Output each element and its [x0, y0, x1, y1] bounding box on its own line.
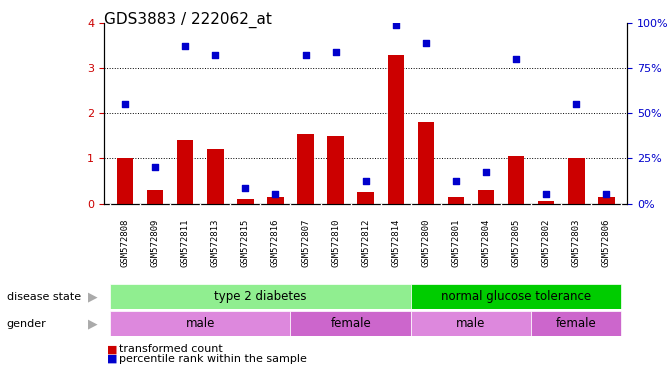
Text: GSM572803: GSM572803 [572, 219, 580, 267]
Bar [207, 149, 223, 204]
Text: GSM572808: GSM572808 [121, 219, 130, 267]
Point [571, 101, 582, 108]
Point [511, 56, 521, 62]
Bar [358, 192, 374, 204]
Text: male: male [186, 317, 215, 330]
Bar [110, 284, 411, 309]
Text: GSM572805: GSM572805 [511, 219, 521, 267]
Text: GSM572801: GSM572801 [452, 219, 460, 267]
Text: disease state: disease state [7, 291, 81, 302]
Point [240, 185, 251, 191]
Bar [411, 284, 621, 309]
Point [541, 192, 552, 198]
Text: ▶: ▶ [88, 290, 97, 303]
Bar [448, 197, 464, 204]
Text: transformed count: transformed count [119, 344, 223, 354]
Bar [478, 190, 495, 204]
Text: ▶: ▶ [88, 317, 97, 330]
Text: GSM572813: GSM572813 [211, 219, 220, 267]
Text: GSM572802: GSM572802 [541, 219, 551, 267]
Point [480, 169, 491, 175]
Bar [110, 311, 291, 336]
Point [119, 101, 130, 108]
Point [180, 43, 191, 49]
Bar [177, 141, 193, 204]
Bar [388, 55, 404, 204]
Bar [568, 159, 584, 204]
Bar [117, 159, 134, 204]
Point [210, 51, 221, 58]
Bar [327, 136, 344, 204]
Point [150, 164, 160, 170]
Bar [297, 134, 314, 204]
Text: GSM572816: GSM572816 [271, 219, 280, 267]
Point [601, 192, 612, 198]
Text: female: female [330, 317, 371, 330]
Text: GSM572810: GSM572810 [331, 219, 340, 267]
Text: GSM572815: GSM572815 [241, 219, 250, 267]
Bar [291, 311, 411, 336]
Text: GSM572811: GSM572811 [180, 219, 190, 267]
Bar [598, 197, 615, 204]
Text: ■: ■ [107, 354, 118, 364]
Point [330, 49, 341, 55]
Bar [508, 156, 524, 204]
Bar [267, 197, 284, 204]
Text: GDS3883 / 222062_at: GDS3883 / 222062_at [104, 12, 272, 28]
Bar [411, 311, 531, 336]
Text: GSM572806: GSM572806 [602, 219, 611, 267]
Bar [531, 311, 621, 336]
Text: GSM572804: GSM572804 [482, 219, 491, 267]
Text: GSM572809: GSM572809 [151, 219, 160, 267]
Point [270, 192, 281, 198]
Point [360, 178, 371, 184]
Bar [538, 201, 554, 204]
Text: gender: gender [7, 318, 46, 329]
Bar [237, 199, 254, 204]
Point [300, 51, 311, 58]
Text: GSM572800: GSM572800 [421, 219, 430, 267]
Point [421, 40, 431, 46]
Bar [417, 122, 434, 204]
Point [391, 22, 401, 28]
Text: ■: ■ [107, 344, 118, 354]
Text: GSM572807: GSM572807 [301, 219, 310, 267]
Text: type 2 diabetes: type 2 diabetes [214, 290, 307, 303]
Point [450, 178, 461, 184]
Text: GSM572812: GSM572812 [361, 219, 370, 267]
Text: female: female [556, 317, 597, 330]
Text: male: male [456, 317, 486, 330]
Bar [147, 190, 164, 204]
Text: percentile rank within the sample: percentile rank within the sample [119, 354, 307, 364]
Text: GSM572814: GSM572814 [391, 219, 401, 267]
Text: normal glucose tolerance: normal glucose tolerance [441, 290, 591, 303]
